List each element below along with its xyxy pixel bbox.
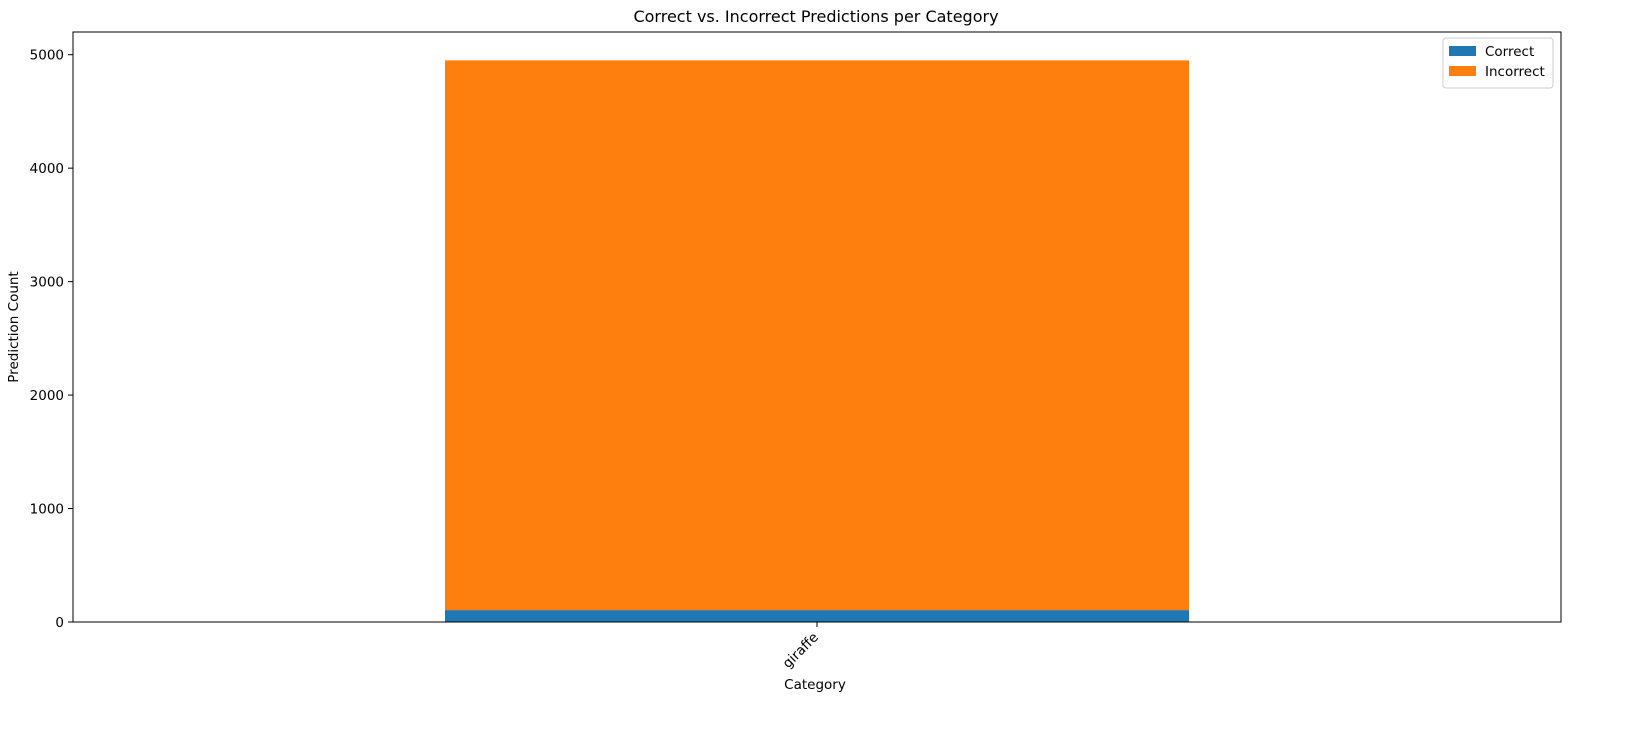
y-tick-label: 4000 (30, 161, 64, 177)
bar-correct-giraffe (445, 610, 1189, 622)
plot-frame (72, 31, 1562, 623)
y-tick-label: 2000 (30, 388, 64, 404)
legend-swatch-incorrect (1449, 66, 1476, 76)
legend-label-incorrect: Incorrect (1485, 64, 1545, 80)
x-tick-label: giraffe (780, 630, 822, 672)
y-axis-label: Prediction Count (6, 271, 22, 382)
y-tick-label: 5000 (30, 48, 64, 64)
legend-swatch-correct (1449, 46, 1476, 56)
legend: Correct Incorrect (1442, 37, 1554, 89)
y-tick-label: 3000 (30, 275, 64, 291)
legend-label-correct: Correct (1485, 44, 1534, 60)
y-tick-label: 0 (55, 615, 64, 631)
bar-incorrect-giraffe (445, 60, 1189, 611)
y-tick-label: 1000 (30, 502, 64, 518)
x-axis-label: Category (784, 677, 846, 693)
bars-layer (445, 60, 1189, 622)
chart-title: Correct vs. Incorrect Predictions per Ca… (633, 7, 998, 26)
